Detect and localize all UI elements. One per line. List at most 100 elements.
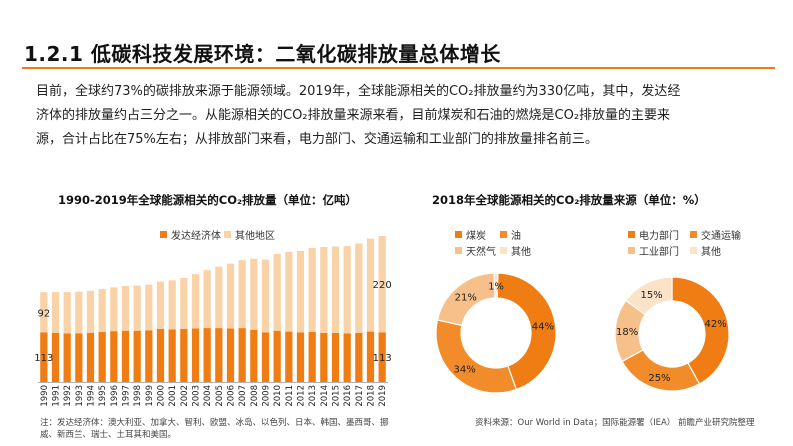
bar-segment	[133, 330, 141, 382]
legend-item: 油	[500, 227, 521, 242]
donut-slice	[625, 276, 673, 316]
bar-segment	[273, 330, 281, 382]
footnote: 注：发达经济体：澳大利亚、加拿大、智利、欧盟、冰岛、以色列、日本、韩国、墨西哥、…	[40, 418, 389, 440]
x-tick-label: 2012	[297, 385, 307, 407]
bar-segment	[40, 332, 48, 382]
x-tick-label: 2001	[168, 385, 178, 407]
x-tick-label: 2010	[273, 385, 283, 407]
bar-segment	[308, 247, 316, 333]
bar-segment	[63, 292, 71, 334]
donut-slice	[496, 272, 557, 391]
bar-segment	[180, 278, 188, 329]
bar-segment	[250, 258, 258, 330]
donut-slice	[493, 272, 499, 299]
source-note: 资料来源：Our World in Data；国际能源署（IEA） 前瞻产业研究…	[475, 418, 755, 428]
bar-segment	[273, 253, 281, 331]
bar-segment	[308, 332, 316, 382]
bar-segment	[110, 331, 118, 382]
x-tick-label: 2006	[227, 385, 237, 407]
legend-swatch	[500, 247, 507, 254]
bar-segment	[51, 332, 60, 382]
bar-segment	[121, 285, 130, 331]
legend-item: 其他地区	[224, 227, 275, 242]
x-tick-label: 2008	[250, 385, 260, 407]
bar-segment	[226, 328, 235, 382]
slice-label: 1%	[488, 282, 504, 293]
bar-segment	[191, 274, 200, 329]
slice-label: 15%	[640, 290, 662, 301]
legend-swatch	[628, 247, 635, 254]
bar-segment	[133, 285, 141, 331]
legend-item: 发达经济体	[160, 227, 221, 242]
title-divider	[22, 67, 775, 69]
donut-chart-title: 2018年全球能源相关的CO₂排放量来源（单位：%）	[432, 193, 706, 207]
bar-segment	[378, 332, 386, 382]
donut-slice	[671, 276, 730, 385]
bar-segment	[75, 291, 83, 334]
x-tick-label: 2004	[203, 385, 213, 407]
x-tick-label: 2005	[215, 385, 225, 407]
bar-segment	[180, 328, 188, 382]
x-tick-label: 2007	[238, 385, 248, 407]
bar-segment	[40, 292, 48, 333]
legend-swatch	[455, 231, 462, 238]
bar-segment	[203, 328, 211, 382]
x-tick-label: 2018	[367, 385, 377, 407]
x-tick-label: 1995	[98, 385, 108, 407]
legend-item: 工业部门	[628, 243, 679, 258]
legend-label: 其他	[511, 247, 531, 258]
data-label: 92	[37, 308, 50, 319]
bar-segment	[110, 287, 118, 332]
bar-segment	[366, 238, 375, 332]
bar-segment	[191, 328, 200, 382]
bar-segment	[156, 281, 165, 329]
data-label: 113	[373, 353, 392, 364]
slice-label: 34%	[453, 365, 475, 376]
legend-swatch	[628, 231, 635, 238]
bar-segment	[331, 246, 340, 333]
x-tick-label: 1996	[110, 385, 120, 407]
legend-label: 工业部门	[639, 247, 679, 258]
legend-label: 天然气	[466, 247, 496, 258]
intro-paragraph: 目前，全球约73%的碳排放来源于能源领域。2019年，全球能源相关的CO₂排放量…	[36, 80, 776, 152]
x-tick-label: 2015	[332, 385, 342, 407]
legend-item: 交通运输	[690, 227, 741, 242]
intro-line: 源，合计占比在75%左右；从排放部门来看，电力部门、交通运输和工业部门的排放量排…	[36, 132, 598, 147]
bar-segment	[261, 259, 270, 333]
bar-segment	[75, 333, 83, 382]
x-tick-label: 1993	[75, 385, 85, 407]
legend-label: 煤炭	[466, 231, 486, 242]
bar-segment	[98, 332, 106, 382]
legend-label: 交通运输	[701, 231, 741, 242]
bar-segment	[366, 331, 375, 382]
slice-label: 42%	[704, 319, 726, 330]
x-tick-label: 2011	[285, 385, 295, 407]
data-label: 220	[373, 280, 392, 291]
x-tick-label: 1992	[63, 385, 73, 407]
x-tick-label: 1991	[52, 385, 62, 407]
x-tick-label: 2016	[343, 385, 353, 407]
bar-segment	[296, 250, 305, 333]
bar-chart-title: 1990-2019年全球能源相关的CO₂排放量（单位：亿吨）	[58, 193, 358, 207]
bar-segment	[320, 246, 328, 333]
legend-swatch	[455, 247, 462, 254]
slice-label: 25%	[648, 373, 670, 384]
legend-label: 其他	[701, 247, 721, 258]
slice-label: 44%	[532, 322, 554, 333]
donut-slice	[435, 319, 518, 394]
bar-segment	[98, 289, 106, 333]
slice-label: 21%	[455, 292, 477, 303]
legend-label: 油	[511, 231, 521, 242]
bar-segment	[355, 243, 363, 333]
legend-swatch	[500, 231, 507, 238]
legend-item: 其他	[690, 243, 721, 258]
bar-segment	[63, 333, 71, 382]
x-tick-label: 2002	[180, 385, 190, 407]
x-tick-label: 1999	[145, 385, 155, 407]
x-tick-label: 1998	[133, 385, 143, 407]
bar-segment	[285, 331, 293, 382]
bar-segment	[168, 280, 176, 330]
legend-label: 其他地区	[235, 231, 275, 242]
bar-segment	[145, 330, 153, 382]
bar-segment	[285, 251, 293, 332]
